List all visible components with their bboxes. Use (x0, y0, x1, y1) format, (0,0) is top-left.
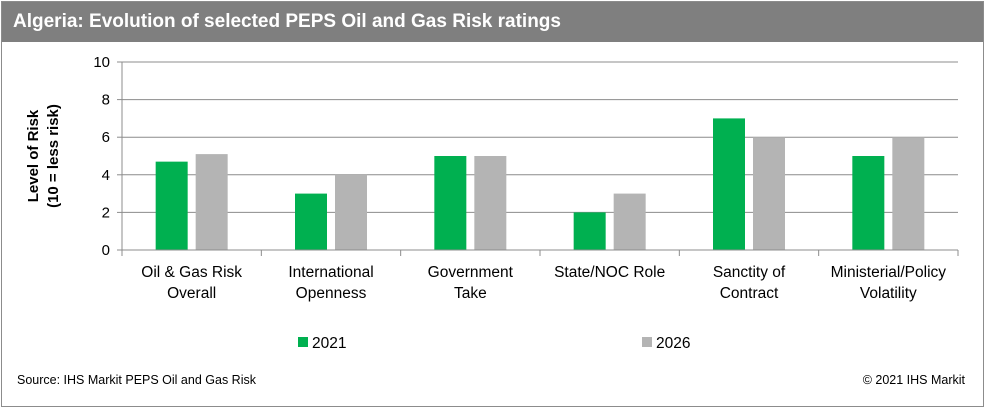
y-tick-label: 4 (102, 167, 110, 184)
x-category-label: Sanctity of (713, 264, 786, 281)
axis-labels: 0 2 4 6 8 10 Oil & Gas Risk Overall Internationa… (25, 54, 946, 302)
legend-label-2021: 2021 (312, 335, 346, 352)
bar-2026 (613, 193, 646, 250)
bar-2026 (335, 174, 367, 250)
bar-2026 (195, 154, 228, 250)
bar-2026 (753, 137, 785, 250)
bar-2026 (474, 156, 507, 250)
y-tick-label: 2 (102, 204, 110, 221)
bar-2021 (573, 212, 606, 250)
x-category-label: Openness (296, 285, 367, 302)
x-category-label: Contract (720, 285, 779, 302)
bar-2021 (713, 118, 745, 251)
y-tick-label: 6 (102, 129, 110, 146)
x-category-label: State/NOC Role (554, 264, 665, 281)
x-category-label: Oil & Gas Risk (141, 264, 242, 281)
source-note: Source: IHS Markit PEPS Oil and Gas Risk (17, 373, 256, 387)
legend-swatch-2021 (298, 337, 308, 347)
x-category-label: Government (428, 264, 514, 281)
y-tick-label: 0 (102, 242, 110, 259)
y-tick-label: 8 (102, 92, 110, 109)
bar-2021 (852, 156, 885, 250)
copyright-note: © 2021 IHS Markit (862, 373, 965, 387)
gridlines (122, 61, 958, 213)
bars (155, 118, 925, 251)
bar-2026 (892, 137, 925, 250)
chart-title: Algeria: Evolution of selected PEPS Oil … (2, 2, 983, 42)
x-category-label: Ministerial/Policy (831, 264, 947, 281)
y-axis-title: (10 = less risk) (45, 104, 62, 208)
x-category-label: Volatility (860, 285, 917, 302)
bar-2021 (155, 161, 188, 250)
legend-label-2026: 2026 (656, 335, 690, 352)
x-category-label: Overall (167, 285, 216, 302)
legend: 2021 2026 (298, 335, 690, 352)
bar-2021 (434, 156, 467, 250)
bar-2021 (295, 193, 327, 250)
axes (117, 61, 959, 256)
legend-swatch-2026 (642, 337, 652, 347)
x-category-label: Take (454, 285, 487, 302)
y-axis-title: Level of Risk (25, 109, 42, 202)
y-tick-label: 10 (93, 54, 110, 71)
x-category-label: International (288, 264, 373, 281)
